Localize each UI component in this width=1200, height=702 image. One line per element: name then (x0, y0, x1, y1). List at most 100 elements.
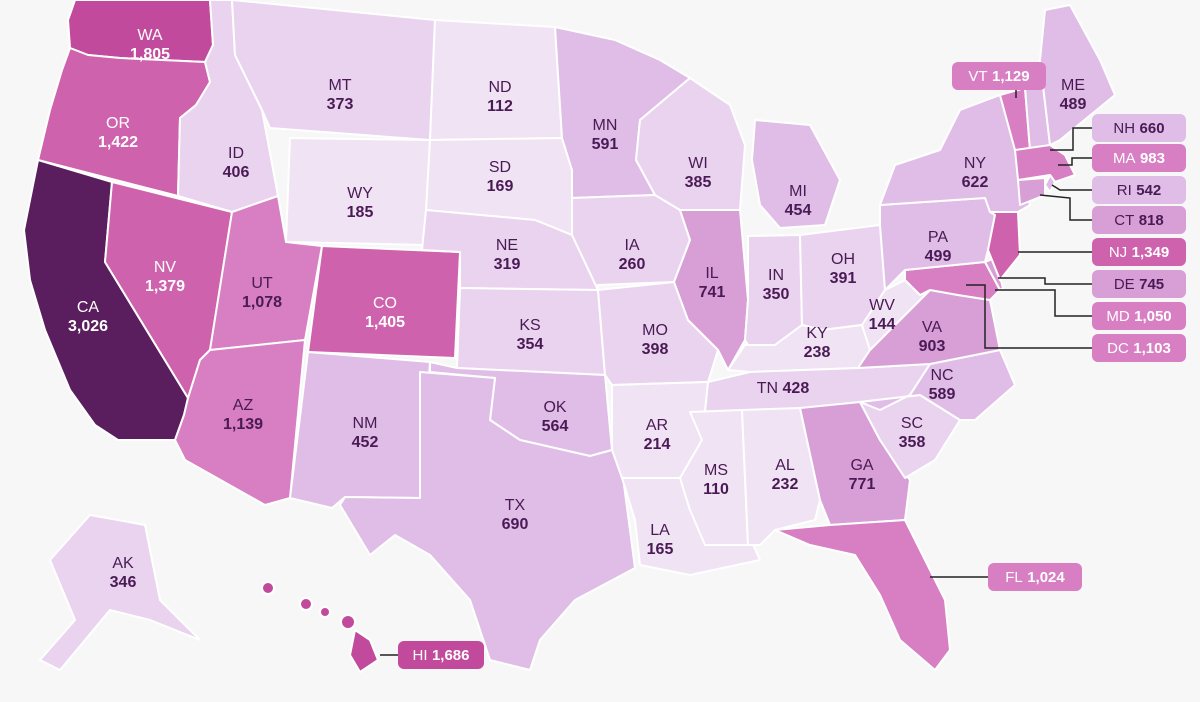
state-label-mt: MT (328, 77, 351, 94)
state-label-sd: SD (489, 159, 511, 176)
callout-hi: HI 1,686 (398, 641, 484, 669)
callout-label-md: MD 1,050 (1106, 308, 1171, 325)
state-value-ky: 238 (804, 344, 831, 361)
state-label-wi: WI (688, 155, 708, 172)
callout-label-ct: CT 818 (1114, 212, 1163, 229)
state-ct (1017, 177, 1046, 206)
state-value-me: 489 (1060, 96, 1087, 113)
state-value-or: 1,422 (98, 134, 138, 151)
leader-line-md (995, 289, 1092, 317)
state-me (1039, 4, 1116, 146)
callout-nj: NJ 1,349 (1092, 238, 1186, 266)
state-value-wa: 1,805 (130, 46, 170, 63)
callout-box-vt (952, 62, 1046, 90)
state-label-la: LA (650, 522, 670, 539)
callout-box-dc (1092, 334, 1186, 362)
state-label-tx: TX (505, 497, 526, 514)
state-ny (879, 94, 1031, 213)
leader-line-de (998, 277, 1092, 285)
state-value-ca: 3,026 (68, 318, 108, 335)
state-hi (349, 629, 379, 673)
callout-box-ri (1092, 176, 1186, 204)
state-az (174, 339, 306, 506)
callout-box-ma (1092, 144, 1186, 172)
state-label-al: AL (775, 457, 795, 474)
state-value-la: 165 (647, 541, 674, 558)
state-label-pa: PA (928, 229, 948, 246)
leader-line-dc (966, 284, 1092, 349)
callout-label-ma: MA 983 (1113, 150, 1165, 167)
state-value-co: 1,405 (365, 314, 405, 331)
state-label-ak: AK (112, 555, 134, 572)
callout-ma: MA 983 (1092, 144, 1186, 172)
state-label-mi: MI (789, 183, 807, 200)
state-tx (339, 371, 636, 671)
state-value-wv: 144 (869, 316, 896, 333)
state-fl (774, 519, 951, 671)
state-label-in: IN (768, 267, 784, 284)
state-label-va: VA (922, 319, 942, 336)
callout-vt: VT 1,129 (952, 62, 1046, 90)
hawaii-island-1 (261, 581, 275, 595)
state-value-id: 406 (223, 164, 250, 181)
callout-box-nj (1092, 238, 1186, 266)
callout-label-vt: VT 1,129 (968, 68, 1029, 85)
callout-box-hi (398, 641, 484, 669)
callout-box-fl (988, 563, 1082, 591)
state-value-ms: 110 (703, 481, 729, 498)
state-value-in: 350 (763, 286, 790, 303)
callout-label-dc: DC 1,103 (1107, 340, 1171, 357)
state-value-ar: 214 (644, 436, 671, 453)
state-ak (39, 514, 201, 671)
state-label-nd: ND (488, 79, 511, 96)
state-label-ny: NY (964, 155, 987, 172)
leader-line-nh (1050, 127, 1092, 151)
state-label-az: AZ (233, 397, 254, 414)
callout-box-md (1092, 302, 1186, 330)
state-value-mn: 591 (592, 136, 619, 153)
callout-md: MD 1,050 (1092, 302, 1186, 330)
state-label-ks: KS (519, 317, 540, 334)
state-label-co: CO (373, 295, 397, 312)
callout-dc: DC 1,103 (1092, 334, 1186, 362)
state-value-il: 741 (699, 284, 726, 301)
state-value-ak: 346 (110, 574, 137, 591)
state-label-ga: GA (850, 457, 873, 474)
state-value-wi: 385 (685, 174, 712, 191)
state-label-wy: WY (347, 185, 373, 202)
state-value-ok: 564 (542, 418, 569, 435)
callout-fl: FL 1,024 (988, 563, 1082, 591)
state-value-ne: 319 (494, 256, 521, 273)
state-value-mt: 373 (327, 96, 354, 113)
callout-de: DE 745 (1092, 270, 1186, 298)
state-mi (751, 119, 841, 229)
leader-line-ma (1058, 157, 1092, 166)
state-label-id: ID (228, 145, 244, 162)
callout-label-de: DE 745 (1114, 276, 1164, 293)
state-value-pa: 499 (925, 248, 952, 265)
state-value-mi: 454 (785, 202, 812, 219)
state-label-ky: KY (806, 325, 828, 342)
state-value-al: 232 (772, 476, 799, 493)
callout-ct: CT 818 (1092, 206, 1186, 234)
callout-label-nh: NH 660 (1113, 120, 1164, 137)
state-label-ia: IA (624, 237, 639, 254)
state-label-wa: WA (137, 27, 163, 44)
leader-line-ri (1051, 184, 1092, 191)
state-value-ia: 260 (619, 256, 646, 273)
state-label-ok: OK (543, 399, 566, 416)
callout-label-fl: FL 1,024 (1005, 569, 1065, 586)
state-label-ms: MS (704, 462, 728, 479)
callout-label-hi: HI 1,686 (413, 647, 470, 664)
leader-line-ct (1039, 194, 1092, 221)
state-label-sc: SC (901, 415, 923, 432)
callout-label-nj: NJ 1,349 (1109, 244, 1169, 261)
state-label-mn: MN (593, 117, 618, 134)
state-label-mo: MO (642, 322, 668, 339)
state-value-oh: 391 (830, 270, 857, 287)
state-value-nd: 112 (487, 98, 513, 115)
state-value-ga: 771 (849, 476, 876, 493)
state-label-ut: UT (251, 275, 273, 292)
